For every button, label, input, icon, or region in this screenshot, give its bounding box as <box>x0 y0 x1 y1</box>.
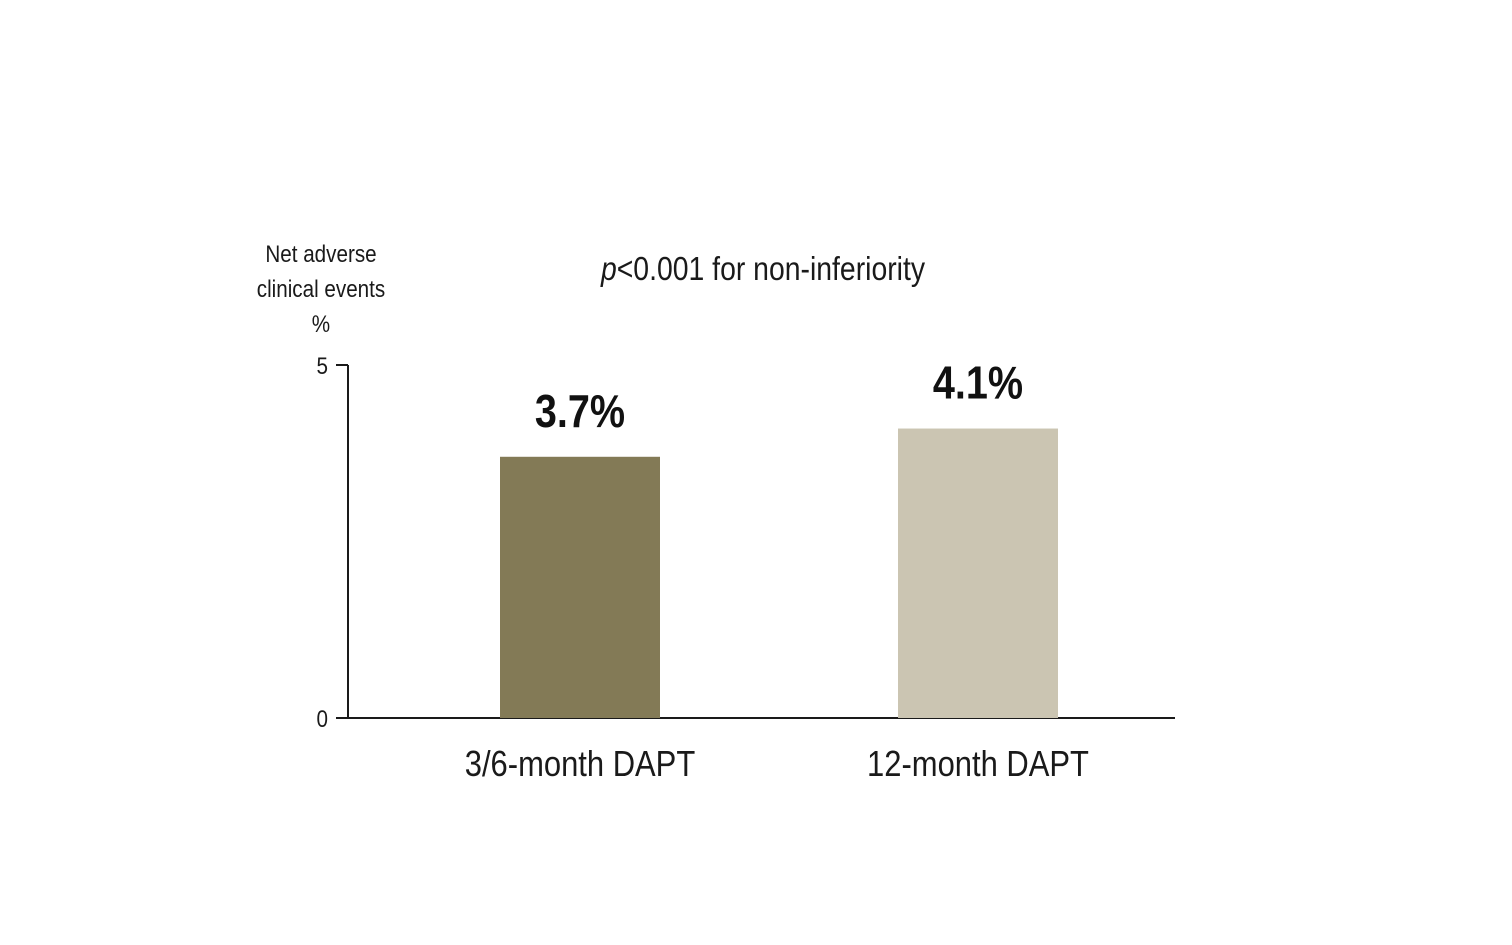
chart-title-italic: p <box>600 250 617 288</box>
y-axis-label-line-1: Net adverse <box>265 241 376 268</box>
chart-title-rest: <0.001 for non-inferiority <box>617 250 926 288</box>
data-label-0: 3.7% <box>535 386 625 437</box>
category-label-0: 3/6-month DAPT <box>465 745 695 785</box>
bar-0 <box>500 456 660 718</box>
y-tick-label-1: 5 <box>317 353 328 380</box>
bar-1 <box>898 428 1058 718</box>
data-label-1: 4.1% <box>933 358 1023 409</box>
chart-title: p<0.001 for non-inferiority <box>600 250 926 288</box>
y-tick-label-0: 0 <box>317 706 328 733</box>
y-axis-label-line-2: clinical events <box>257 276 385 303</box>
y-axis-label-line-3: % <box>312 311 330 338</box>
category-label-1: 12-month DAPT <box>867 745 1089 785</box>
